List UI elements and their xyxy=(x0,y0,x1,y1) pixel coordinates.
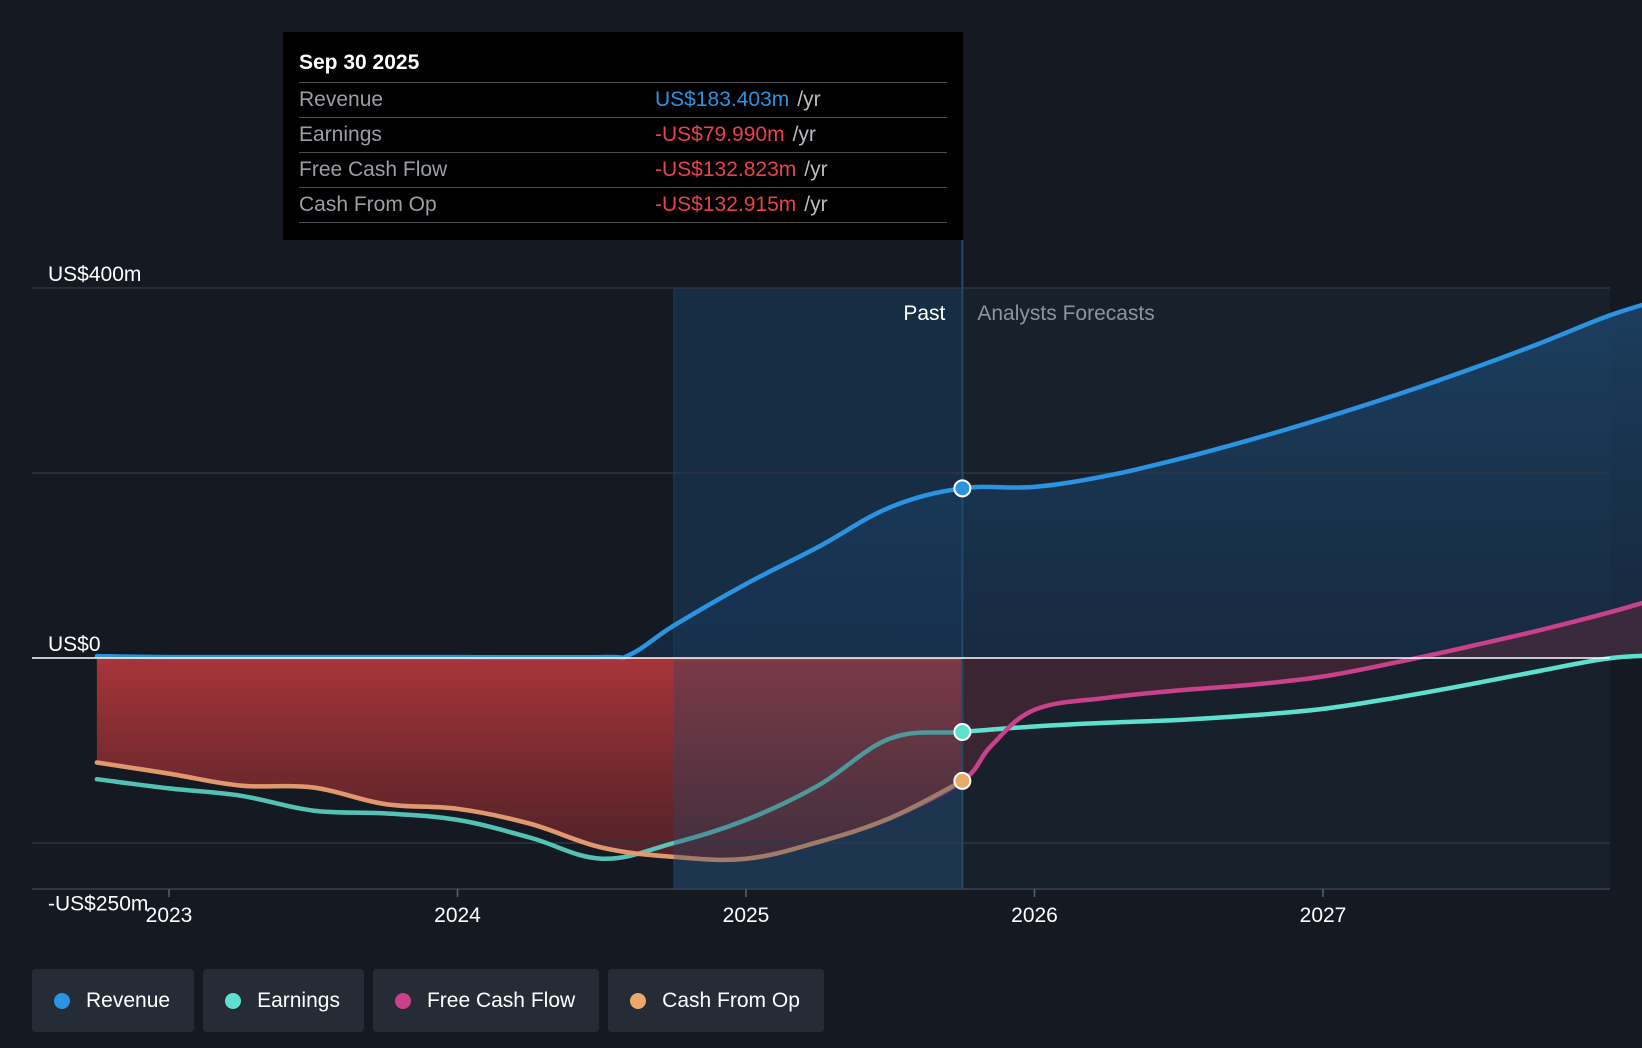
tooltip-row-revenue: Revenue US$183.403m /yr xyxy=(299,82,947,117)
earnings-line-past xyxy=(94,729,963,861)
tooltip-row-cash-from-op: Cash From Op -US$132.915m /yr xyxy=(299,187,947,223)
negative-past-area xyxy=(96,658,963,860)
tooltip-unit: /yr xyxy=(804,193,828,216)
tooltip-label: Cash From Op xyxy=(299,193,437,216)
tooltip: Sep 30 2025 Revenue US$183.403m /yr Earn… xyxy=(283,32,963,240)
past-label: Past xyxy=(903,302,945,325)
band-tint xyxy=(673,660,963,889)
tooltip-unit: /yr xyxy=(792,123,816,146)
x-tick-label: 2025 xyxy=(723,904,770,927)
legend-item-revenue[interactable]: Revenue xyxy=(32,969,195,1032)
legend-dot-icon xyxy=(225,992,242,1009)
legend-label: Cash From Op xyxy=(662,988,800,1012)
earnings-line-forecast xyxy=(962,653,1642,735)
x-tick-label: 2027 xyxy=(1300,904,1347,927)
tooltip-value: -US$132.823m xyxy=(655,158,797,181)
legend-item-earnings[interactable]: Earnings xyxy=(203,969,364,1032)
series-lines xyxy=(32,302,1642,889)
tooltip-value: -US$132.915m xyxy=(655,193,797,216)
revenue-hover-point xyxy=(953,479,972,498)
revenue-line-forecast xyxy=(962,302,1642,491)
legend-dot-icon xyxy=(630,992,647,1009)
legend-label: Free Cash Flow xyxy=(426,988,576,1012)
forecast-label: Analysts Forecasts xyxy=(977,302,1154,325)
tooltip-row-free-cash-flow: Free Cash Flow -US$132.823m /yr xyxy=(299,152,947,187)
cash-from-op-line-past xyxy=(94,760,963,863)
legend-dot-icon xyxy=(54,992,70,1009)
tooltip-label: Revenue xyxy=(299,88,384,111)
legend-label: Earnings xyxy=(257,988,340,1012)
hover-markers xyxy=(953,479,972,790)
tooltip-unit: /yr xyxy=(804,158,828,181)
legend-dot-icon xyxy=(394,992,411,1009)
legend: Revenue Earnings Free Cash Flow Cash Fro… xyxy=(32,969,833,1032)
tooltip-label: Earnings xyxy=(299,123,382,146)
legend-label: Revenue xyxy=(86,988,171,1012)
y-axis-label: US$0 xyxy=(48,633,101,656)
tooltip-row-earnings: Earnings -US$79.990m /yr xyxy=(299,117,947,152)
legend-item-cash-from-op[interactable]: Cash From Op xyxy=(608,969,824,1032)
x-tick-label: 2023 xyxy=(146,904,193,927)
x-tick-label: 2024 xyxy=(434,904,481,927)
x-tick-label: 2026 xyxy=(1011,904,1058,927)
free-cash-flow-line-forecast xyxy=(962,600,1642,784)
earnings-hover-point xyxy=(953,723,972,741)
tooltip-unit: /yr xyxy=(797,88,821,111)
tooltip-value: -US$79.990m xyxy=(655,123,785,146)
y-axis-label: -US$250m xyxy=(48,892,148,915)
cash-from-op-hover-point xyxy=(953,771,972,790)
legend-item-free-cash-flow[interactable]: Free Cash Flow xyxy=(372,969,600,1032)
tooltip-date: Sep 30 2025 xyxy=(299,51,420,74)
tooltip-value: US$183.403m xyxy=(655,88,790,111)
revenue-area xyxy=(96,305,1642,658)
tooltip-label: Free Cash Flow xyxy=(299,158,448,181)
y-axis-label: US$400m xyxy=(48,263,141,286)
revenue-line-past xyxy=(94,486,963,660)
